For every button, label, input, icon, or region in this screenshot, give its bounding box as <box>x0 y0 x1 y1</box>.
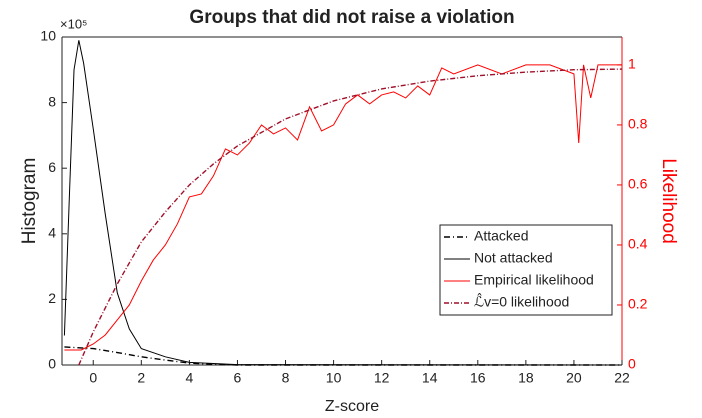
series-line <box>78 68 623 366</box>
y-axis-label: Histogram <box>19 158 40 245</box>
y-tick-label: 2 <box>48 290 56 306</box>
y-tick-label: 0 <box>48 356 56 372</box>
x-tick-label: 0 <box>89 370 97 386</box>
chart-title: Groups that did not raise a violation <box>189 7 514 28</box>
legend-label: Not attacked <box>474 250 553 266</box>
y-tick-label: 4 <box>48 225 56 241</box>
y2-tick-label: 0 <box>628 356 636 372</box>
x-tick-label: 12 <box>374 370 390 386</box>
y-tick-label: 6 <box>48 159 56 175</box>
y2-axis-label: Likelihood <box>658 158 679 244</box>
x-tick-label: 20 <box>566 370 582 386</box>
y2-tick-label: 0.2 <box>628 296 648 312</box>
legend-label: ℒ̂v=0 likelihood <box>474 293 569 310</box>
exponent-label: ×10⁵ <box>60 16 87 31</box>
series-line <box>63 40 623 366</box>
y2-tick-label: 0.4 <box>628 236 648 252</box>
x-tick-label: 14 <box>422 370 438 386</box>
x-tick-label: 18 <box>518 370 534 386</box>
y2-tick-label: 0.6 <box>628 176 648 192</box>
legend-label: Empirical likelihood <box>474 272 594 288</box>
x-tick-label: 8 <box>282 370 290 386</box>
y-tick-label: 8 <box>48 93 56 109</box>
x-tick-label: 4 <box>185 370 193 386</box>
x-tick-label: 10 <box>326 370 342 386</box>
x-tick-label: 6 <box>234 370 242 386</box>
x-axis-label: Z-score <box>325 398 379 415</box>
series-line <box>64 346 622 366</box>
series-line <box>64 64 622 351</box>
x-tick-label: 16 <box>470 370 486 386</box>
legend-label: Attacked <box>474 228 528 244</box>
x-tick-label: 22 <box>614 370 630 386</box>
y2-tick-label: 0.8 <box>628 116 648 132</box>
y2-tick-label: 1 <box>628 56 636 72</box>
legend-box <box>439 224 613 316</box>
y-tick-label: 10 <box>40 28 56 44</box>
x-tick-label: 2 <box>137 370 145 386</box>
